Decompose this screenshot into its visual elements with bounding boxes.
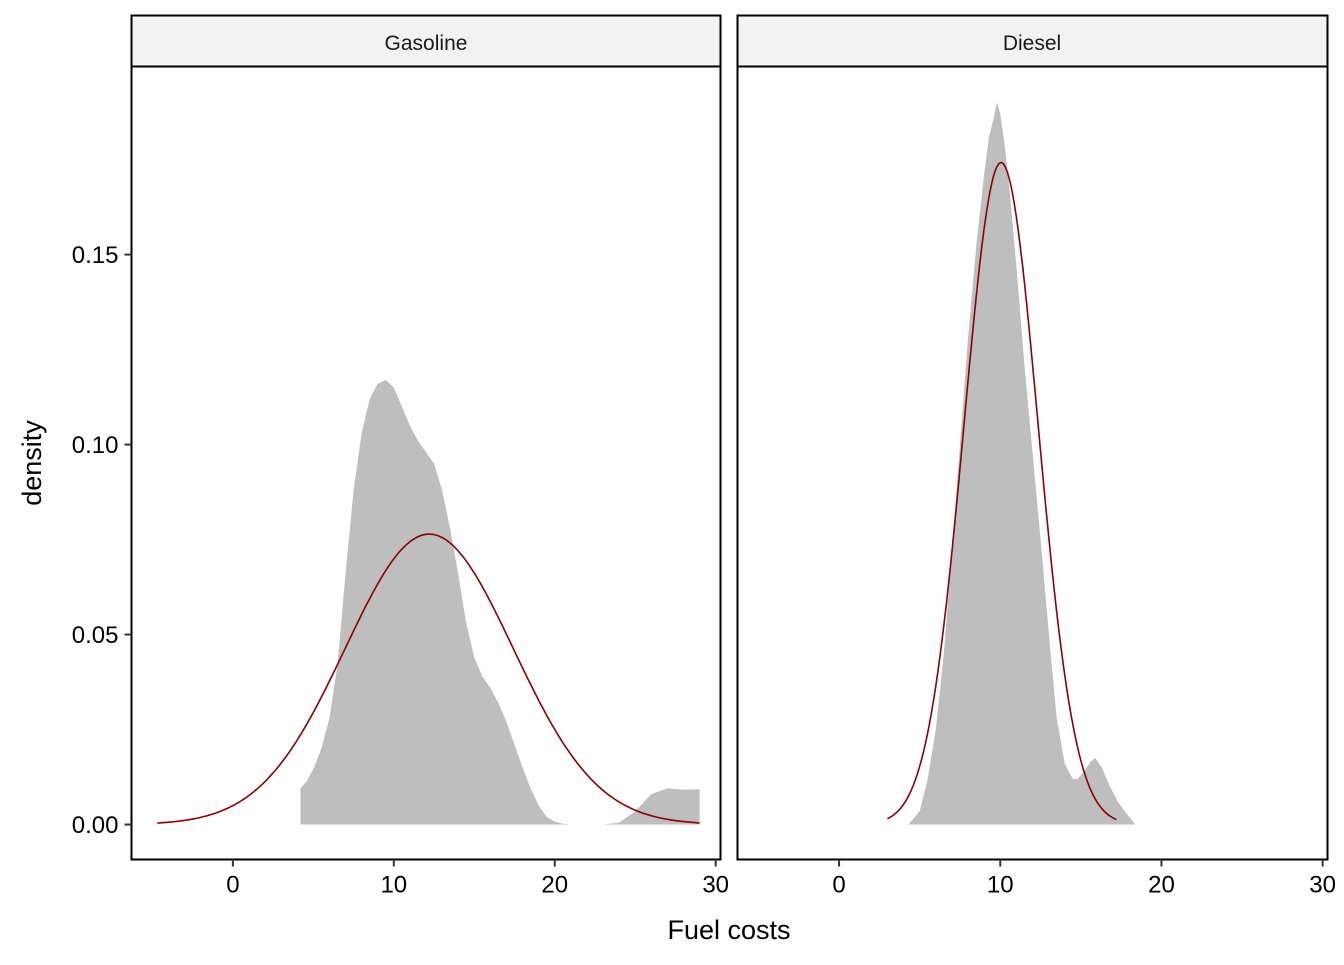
plot-area-diesel bbox=[887, 102, 1135, 825]
strip-label-diesel: Diesel bbox=[1003, 32, 1061, 55]
density-area-gasoline bbox=[300, 380, 700, 825]
x-tick-label-diesel-10: 10 bbox=[987, 872, 1014, 899]
x-axis-gasoline: 0 10 20 30 bbox=[226, 859, 729, 899]
y-tick-label-1: 0.05 bbox=[72, 622, 119, 649]
density-area-diesel bbox=[908, 102, 1135, 825]
strip-gasoline bbox=[130, 14, 722, 68]
strip-diesel bbox=[736, 14, 1329, 68]
y-tick-label-3: 0.15 bbox=[72, 242, 119, 269]
strip-label-gasoline: Gasoline bbox=[385, 32, 468, 55]
x-tick-label-gasoline-20: 20 bbox=[541, 872, 568, 899]
y-axis-title: density bbox=[17, 420, 47, 506]
x-axis-diesel: 0 10 20 30 bbox=[832, 859, 1336, 899]
panel-gasoline: Gasoline 0 10 20 30 bbox=[130, 14, 729, 899]
x-tick-label-diesel-20: 20 bbox=[1148, 872, 1175, 899]
panel-border-gasoline bbox=[130, 65, 722, 861]
x-tick-label-gasoline-30: 30 bbox=[702, 872, 729, 899]
y-tick-label-0: 0.00 bbox=[72, 812, 119, 839]
x-axis-title: Fuel costs bbox=[667, 915, 790, 945]
x-tick-label-gasoline-0: 0 bbox=[226, 872, 239, 899]
panel-border-diesel bbox=[736, 65, 1329, 861]
normal-curve-gasoline bbox=[157, 533, 700, 824]
x-tick-label-diesel-30: 30 bbox=[1309, 872, 1336, 899]
x-tick-label-gasoline-10: 10 bbox=[380, 872, 407, 899]
y-tick-label-2: 0.10 bbox=[72, 432, 119, 459]
y-axis: 0.00 0.05 0.10 0.15 bbox=[72, 242, 132, 839]
normal-curve-diesel bbox=[887, 161, 1117, 821]
panel-diesel: Diesel 0 10 20 30 bbox=[736, 14, 1336, 899]
x-tick-label-diesel-0: 0 bbox=[832, 872, 845, 899]
plot-area-gasoline bbox=[157, 380, 700, 825]
